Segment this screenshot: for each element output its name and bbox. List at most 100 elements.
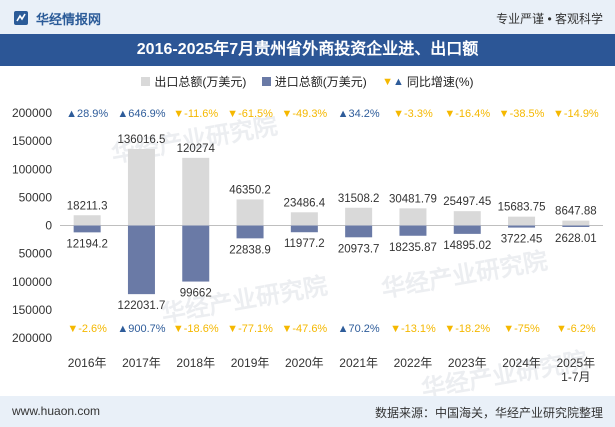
import-growth-label: ▼-6.2%	[556, 323, 596, 335]
export-bar	[345, 207, 373, 226]
legend-import-label: 进口总额(万美元)	[274, 75, 367, 89]
import-growth-label: ▼-77.1%	[227, 323, 273, 335]
growth-arrow-icon: ▼	[444, 108, 455, 120]
x-tick-label-line: 2022年	[394, 356, 433, 370]
y-tick-label: 50000	[19, 247, 53, 261]
import-value-label: 99662	[180, 288, 212, 300]
legend-growth-icon: ▼▲	[382, 75, 404, 88]
growth-arrow-icon: ▼	[503, 323, 514, 335]
footer-source: 数据来源：中国海关，华经产业研究院整理	[374, 406, 603, 420]
export-growth-label: ▼-49.3%	[281, 108, 327, 120]
growth-value: -18.6%	[184, 323, 219, 335]
import-bar	[345, 225, 373, 238]
legend-import-swatch	[261, 77, 271, 86]
growth-value: -47.6%	[292, 323, 327, 335]
growth-arrow-icon: ▲	[338, 323, 349, 335]
footer-website: www.huaon.com	[12, 404, 101, 418]
export-value-label: 30481.79	[389, 193, 437, 205]
import-bar	[453, 225, 481, 234]
growth-arrow-icon: ▼	[281, 108, 292, 120]
growth-arrow-icon: ▼	[553, 108, 564, 120]
growth-value: -13.1%	[401, 323, 436, 335]
growth-arrow-icon: ▲	[117, 323, 128, 335]
legend-import: 进口总额(万美元)	[261, 73, 367, 90]
legend-export-label: 出口总额(万美元)	[154, 75, 247, 89]
export-bar	[73, 215, 101, 226]
x-tick-label: 2018年	[176, 356, 215, 370]
y-tick-label: 200000	[12, 331, 52, 345]
footer-bar: www.huaon.com 数据来源：中国海关，华经产业研究院整理	[0, 396, 615, 427]
import-value-label: 20973.7	[338, 243, 380, 255]
growth-value: -16.4%	[455, 108, 490, 120]
growth-value: -14.9%	[564, 108, 599, 120]
import-bar	[399, 225, 427, 236]
import-value-label: 11977.2	[284, 238, 325, 250]
y-tick-label: 150000	[12, 134, 52, 148]
growth-value: -49.3%	[292, 108, 327, 120]
export-bar	[399, 208, 427, 226]
x-tick-label-line: 2023年	[448, 356, 487, 370]
y-tick-label: 200000	[12, 106, 52, 120]
growth-value: 34.2%	[348, 108, 379, 120]
export-growth-label: ▼-16.4%	[444, 108, 490, 120]
export-value-label: 15683.75	[498, 202, 546, 214]
export-bar	[127, 148, 155, 226]
export-value-label: 120274	[177, 143, 216, 155]
export-bar	[182, 157, 210, 226]
import-growth-label: ▲70.2%	[338, 323, 380, 335]
growth-arrow-icon: ▼	[556, 323, 567, 335]
import-bar	[236, 225, 264, 239]
y-tick-label: 0	[45, 219, 52, 233]
import-bar	[127, 225, 155, 295]
growth-arrow-icon: ▲	[338, 108, 349, 120]
x-tick-label: 2017年	[122, 356, 161, 370]
export-bar	[508, 216, 536, 226]
import-growth-label: ▼-2.6%	[67, 323, 107, 335]
x-tick-label: 2016年	[68, 356, 107, 370]
growth-arrow-icon: ▼	[227, 323, 238, 335]
x-tick-label: 2019年	[231, 356, 270, 370]
x-tick-label-line: 2017年	[122, 356, 161, 370]
logo-icon	[14, 11, 28, 25]
export-growth-label: ▼-11.6%	[173, 108, 218, 120]
export-growth-label: ▼-38.5%	[499, 108, 545, 120]
export-value-label: 25497.45	[443, 196, 491, 208]
import-growth-label: ▼-47.6%	[281, 323, 327, 335]
x-tick-label: 2021年	[339, 356, 378, 370]
export-bar	[453, 211, 481, 226]
export-growth-label: ▼-61.5%	[227, 108, 273, 120]
import-bar	[290, 225, 318, 233]
growth-arrow-icon: ▼	[281, 323, 292, 335]
growth-arrow-icon: ▼	[67, 323, 78, 335]
import-bar	[508, 225, 536, 228]
import-growth-label: ▼-13.1%	[390, 323, 436, 335]
growth-arrow-icon: ▲	[66, 108, 77, 120]
growth-value: 28.9%	[77, 108, 108, 120]
x-tick-label: 2022年	[394, 356, 433, 370]
x-tick-label: 2020年	[285, 356, 324, 370]
import-bar	[73, 225, 101, 233]
growth-arrow-icon: ▼	[227, 108, 238, 120]
x-tick-label-line: 2024年	[502, 356, 541, 370]
import-growth-label: ▲900.7%	[117, 323, 165, 335]
x-tick-label-line: 2016年	[68, 356, 107, 370]
export-bar	[290, 212, 318, 226]
x-tick-label-line: 2025年	[556, 356, 595, 370]
y-tick-label: 50000	[19, 190, 53, 204]
header-bar: 华经情报网 专业严谨 • 客观科学	[0, 0, 615, 34]
legend: 出口总额(万美元) 进口总额(万美元) ▼▲ 同比增速(%)	[0, 73, 615, 93]
growth-value: -11.6%	[184, 108, 218, 120]
legend-export-swatch	[141, 77, 151, 86]
legend-growth-label: 同比增速(%)	[406, 75, 474, 89]
import-growth-label: ▼-18.6%	[173, 323, 219, 335]
import-value-label: 122031.7	[117, 300, 165, 312]
import-bar	[562, 225, 590, 227]
growth-arrow-icon: ▼	[390, 323, 401, 335]
import-value-label: 22838.9	[229, 244, 271, 256]
export-growth-label: ▼-14.9%	[553, 108, 599, 120]
growth-value: -38.5%	[510, 108, 545, 120]
export-growth-label: ▼-3.3%	[393, 108, 433, 120]
export-growth-label: ▲28.9%	[66, 108, 108, 120]
growth-value: -3.3%	[404, 108, 433, 120]
import-growth-label: ▼-75%	[503, 323, 540, 335]
